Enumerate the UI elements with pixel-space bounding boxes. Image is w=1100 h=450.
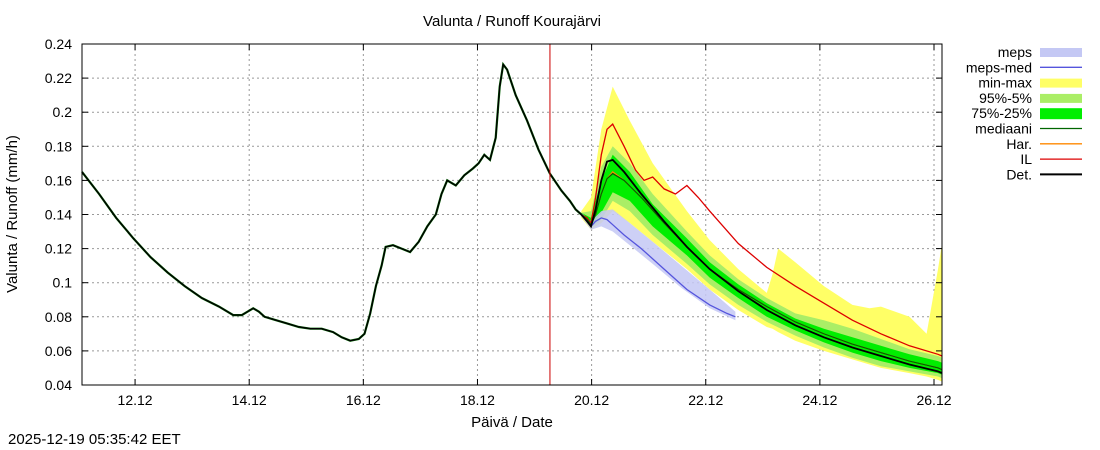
x-tick-label: 16.12 xyxy=(346,392,381,408)
legend-label-har: Har. xyxy=(1006,136,1032,152)
y-tick-label: 0.06 xyxy=(45,343,72,359)
x-tick-label: 18.12 xyxy=(460,392,495,408)
legend-swatch-minmax xyxy=(1040,78,1082,88)
x-tick-label: 26.12 xyxy=(916,392,951,408)
legend-swatch-p75_25 xyxy=(1040,108,1082,120)
y-axis-label: Valunta / Runoff (mm/h) xyxy=(4,135,21,293)
y-tick-label: 0.16 xyxy=(45,172,72,188)
timestamp: 2025-12-19 05:35:42 EET xyxy=(8,431,181,448)
chart-title: Valunta / Runoff Kourajärvi xyxy=(423,13,601,30)
y-tick-label: 0.14 xyxy=(45,207,72,223)
y-tick-label: 0.1 xyxy=(53,275,73,291)
legend-label-det: Det. xyxy=(1006,166,1032,182)
legend-label-il: IL xyxy=(1020,151,1032,167)
legend-label-meps_med: meps-med xyxy=(966,59,1032,75)
legend-label-minmax: min-max xyxy=(978,75,1032,91)
y-tick-label: 0.12 xyxy=(45,241,72,257)
legend-label-meps: meps xyxy=(998,44,1032,60)
y-tick-label: 0.2 xyxy=(53,104,73,120)
y-tick-label: 0.18 xyxy=(45,138,72,154)
series-observed-green xyxy=(81,61,583,342)
x-tick-label: 12.12 xyxy=(118,392,153,408)
legend-label-mediaani: mediaani xyxy=(975,121,1032,137)
axes: 0.04 0.06 0.08 0.1 0.12 0.14 0.16 0.18 0.2 0.22 0.… xyxy=(45,36,952,408)
legend-label-p75_25: 75%-25% xyxy=(971,105,1032,121)
series-il xyxy=(580,123,943,357)
y-tick-label: 0.24 xyxy=(45,36,72,52)
x-tick-label: 20.12 xyxy=(574,392,609,408)
series-observed xyxy=(81,62,582,342)
x-tick-label: 22.12 xyxy=(688,392,723,408)
legend-label-p95_5: 95%-5% xyxy=(979,90,1032,106)
y-tick-label: 0.04 xyxy=(45,377,72,393)
x-tick-label: 14.12 xyxy=(232,392,267,408)
x-axis-label: Päivä / Date xyxy=(471,414,553,431)
band-min-max xyxy=(581,86,942,382)
legend-swatch-meps xyxy=(1040,48,1082,57)
y-tick-label: 0.22 xyxy=(45,70,72,86)
series-det xyxy=(580,158,943,374)
series-lines xyxy=(81,44,943,385)
legend-swatch-p95_5 xyxy=(1040,93,1082,103)
x-tick-label: 24.12 xyxy=(802,392,837,408)
y-tick-label: 0.08 xyxy=(45,309,72,325)
legend: mepsmeps-medmin-max95%-5%75%-25%mediaani… xyxy=(966,44,1082,182)
